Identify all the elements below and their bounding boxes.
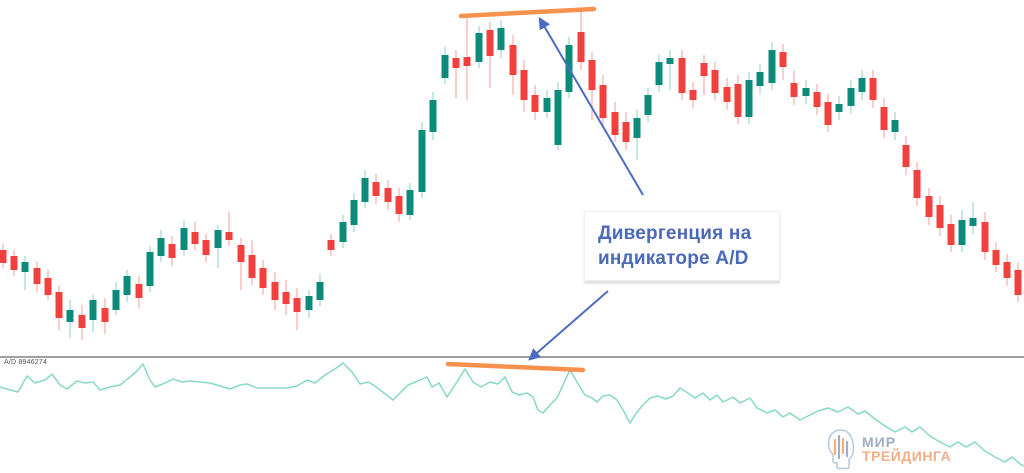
indicator-trendline (445, 361, 586, 373)
watermark-word-mir: МИР (862, 433, 897, 450)
callout-line-1: Дивергенция на (598, 223, 752, 244)
callout-line-2: индикаторе A/D (598, 248, 749, 269)
ad-indicator-line (0, 362, 1024, 467)
watermark-word-treydinga: ТРЕЙДИНГА (862, 447, 952, 464)
watermark-text: МИР ТРЕЙДИНГА (862, 435, 951, 464)
divergence-callout-box: Дивергенция на индикаторе A/D (584, 211, 780, 281)
indicator-value-label: A/D 8946274 (4, 359, 48, 366)
arrow-to-indicator-peak (528, 290, 609, 361)
arrow-to-price-peak (538, 16, 644, 196)
trader-head-logo-icon (827, 429, 855, 470)
candlestick-series (0, 10, 1022, 340)
price-trendline (458, 6, 597, 19)
divergence-callout-text: Дивергенция на индикаторе A/D (598, 221, 751, 271)
brand-watermark: МИР ТРЕЙДИНГА (826, 428, 951, 470)
